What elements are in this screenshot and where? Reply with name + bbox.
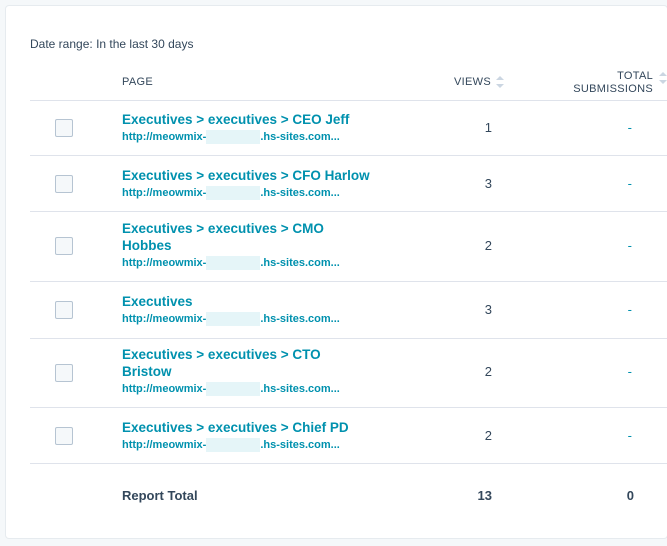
page-title-link[interactable]: Executives > executives > CMO Hobbes (122, 221, 324, 253)
page-title-link[interactable]: Executives > executives > CFO Harlow (122, 168, 370, 183)
sort-icon[interactable] (496, 76, 504, 88)
page-url[interactable]: http://meowmix- .hs-sites.com... (122, 256, 372, 270)
row-checkbox[interactable] (55, 301, 73, 319)
redacted-block (206, 130, 261, 144)
page-url-prefix: http://meowmix- (122, 313, 207, 325)
page-cell: Executives > executives > CEO Jeff http:… (122, 111, 372, 144)
redacted-block (206, 382, 261, 396)
page-url-prefix: http://meowmix- (122, 383, 207, 395)
page-title-link[interactable]: Executives > executives > Chief PD (122, 420, 349, 435)
table-row: Executives > executives > CEO Jeff http:… (30, 100, 667, 156)
row-checkbox[interactable] (55, 119, 73, 137)
column-header-views-label: VIEWS (454, 76, 491, 88)
submissions-value: - (627, 302, 632, 317)
views-value: 2 (484, 428, 492, 443)
page-url[interactable]: http://meowmix- .hs-sites.com... (122, 382, 372, 396)
page-title-link[interactable]: Executives > executives > CTO Bristow (122, 347, 321, 379)
column-header-page: PAGE (122, 76, 153, 88)
table-row: Executives http://meowmix- .hs-sites.com.… (30, 282, 667, 339)
table-row: Executives > executives > CTO Bristow ht… (30, 339, 667, 408)
page-url-prefix: http://meowmix- (122, 439, 207, 451)
table-row: Executives > executives > CFO Harlow htt… (30, 156, 667, 212)
sort-icon[interactable] (659, 72, 667, 84)
report-total-label: Report Total (122, 488, 198, 503)
submissions-value: - (627, 120, 632, 135)
page-url-suffix: .hs-sites.com... (260, 439, 340, 451)
page-cell: Executives > executives > CMO Hobbes htt… (122, 220, 372, 270)
page-url-prefix: http://meowmix- (122, 257, 207, 269)
table-row: Executives > executives > CMO Hobbes htt… (30, 212, 667, 282)
page-title-link[interactable]: Executives > executives > CEO Jeff (122, 112, 350, 127)
column-header-total-submissions-line2: SUBMISSIONS (573, 83, 653, 95)
submissions-value: - (627, 428, 632, 443)
page-cell: Executives > executives > CTO Bristow ht… (122, 346, 372, 396)
report-total-views: 13 (477, 488, 492, 503)
page-url[interactable]: http://meowmix- .hs-sites.com... (122, 130, 372, 144)
redacted-block (206, 438, 261, 452)
report-total-submissions: 0 (626, 488, 634, 503)
page-cell: Executives > executives > CFO Harlow htt… (122, 167, 372, 200)
row-checkbox[interactable] (55, 427, 73, 445)
date-range-value: In the last 30 days (96, 37, 194, 51)
page-url-suffix: .hs-sites.com... (260, 313, 340, 325)
submissions-value: - (627, 364, 632, 379)
report-total-row: Report Total 13 0 (30, 468, 667, 518)
views-value: 3 (484, 176, 492, 191)
table-row: Executives > executives > Chief PD http:… (30, 408, 667, 464)
column-header-total-submissions[interactable]: TOTAL SUBMISSIONS (530, 70, 667, 96)
page-url[interactable]: http://meowmix- .hs-sites.com... (122, 312, 372, 326)
submissions-value: - (627, 238, 632, 253)
row-checkbox[interactable] (55, 364, 73, 382)
page-cell: Executives http://meowmix- .hs-sites.com.… (122, 293, 372, 326)
date-range-filter: Date range: In the last 30 days (30, 37, 193, 51)
page-cell: Executives > executives > Chief PD http:… (122, 419, 372, 452)
views-value: 1 (484, 120, 492, 135)
views-value: 2 (484, 364, 492, 379)
page-url-suffix: .hs-sites.com... (260, 131, 340, 143)
page-url-suffix: .hs-sites.com... (260, 187, 340, 199)
page-title-link[interactable]: Executives (122, 294, 193, 309)
table-header: PAGE VIEWS TOTAL SUBMISSIONS (30, 62, 667, 101)
row-checkbox[interactable] (55, 237, 73, 255)
page-url-prefix: http://meowmix- (122, 131, 207, 143)
redacted-block (206, 186, 261, 200)
page-url-suffix: .hs-sites.com... (260, 383, 340, 395)
redacted-block (206, 312, 261, 326)
page-url-prefix: http://meowmix- (122, 187, 207, 199)
submissions-value: - (627, 176, 632, 191)
row-checkbox[interactable] (55, 175, 73, 193)
page-url[interactable]: http://meowmix- .hs-sites.com... (122, 186, 372, 200)
report-card: Date range: In the last 30 days PAGE VIE… (6, 6, 667, 538)
page-url-suffix: .hs-sites.com... (260, 257, 340, 269)
column-header-total-submissions-line1: TOTAL (617, 70, 653, 82)
views-value: 2 (484, 238, 492, 253)
date-range-label: Date range: (30, 37, 93, 51)
views-value: 3 (484, 302, 492, 317)
column-header-views[interactable]: VIEWS (442, 76, 504, 88)
redacted-block (206, 256, 261, 270)
page-url[interactable]: http://meowmix- .hs-sites.com... (122, 438, 372, 452)
